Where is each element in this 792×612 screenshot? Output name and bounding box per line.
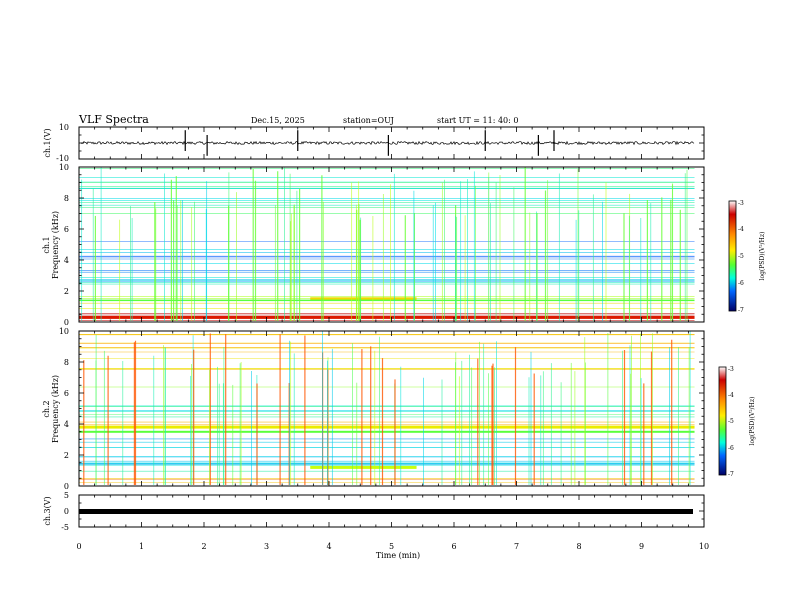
ch2-spec-ytick-10: 10 [59, 327, 69, 336]
ch1-spec-ylabel-freq: Frequency (kHz) [51, 211, 60, 279]
ch1-ylabel: ch.1(V) [43, 128, 52, 157]
ch1-spec-ytick-2: 2 [64, 287, 69, 296]
ch2-spec-ytick-0: 0 [64, 482, 69, 491]
ch1-spectrogram-image [79, 167, 704, 322]
figure-title: VLF Spectra [78, 113, 149, 126]
signal-band [79, 315, 695, 319]
no-data-area [694, 331, 704, 486]
ch1-spectrogram-panel: ch.1 Frequency (kHz) 0 2 4 6 8 10 [42, 163, 705, 327]
ch2-spec-ytick-6: 6 [64, 389, 69, 398]
ch3-ylabel: ch.3(V) [43, 496, 52, 525]
ch3-ytick-mid: 0 [64, 507, 69, 516]
ch1-waveform-panel: ch.1(V) 10 -10 [43, 123, 705, 163]
ch2-spec-ytick-8: 8 [64, 358, 69, 367]
date-label: Dec.15, 2025 [251, 116, 305, 125]
signal-band [79, 430, 695, 433]
signal-band [79, 425, 695, 429]
ch1-spec-ytick-4: 4 [64, 256, 69, 265]
ch1-spec-ytick-6: 6 [64, 225, 69, 234]
station-label: station=OUJ [343, 116, 394, 125]
ch2-spec-ylabel-freq: Frequency (kHz) [51, 375, 60, 443]
ch3-trace [79, 509, 693, 514]
start-time-label: start UT = 11: 40: 0 [437, 116, 518, 125]
ch2-spec-ytick-4: 4 [64, 420, 69, 429]
ch2-spec-ylabel-channel: ch.2 [42, 400, 51, 417]
ch2-spec-frame [78, 330, 705, 487]
ch1-spec-ytick-8: 8 [64, 194, 69, 203]
ch2-spectrogram-image [79, 331, 704, 486]
ch1-spec-ytick-10: 10 [59, 163, 69, 172]
axis-ticks [78, 126, 705, 528]
ch2-spec-ytick-2: 2 [64, 451, 69, 460]
ch1-trace [80, 140, 695, 146]
signal-band [310, 465, 417, 469]
signal-band [79, 299, 695, 302]
signal-band [310, 297, 417, 301]
ch3-ytick-bottom: -5 [61, 523, 69, 532]
no-data-area [694, 167, 704, 322]
ch3-ytick-top: 5 [64, 491, 69, 500]
ch3-waveform-panel: ch.3(V) 5 0 -5 [43, 491, 705, 532]
ch1-spec-ytick-0: 0 [64, 318, 69, 327]
ch1-ytick-bottom: -10 [56, 154, 69, 163]
ch1-ytick-top: 10 [59, 123, 69, 132]
ch1-spec-ylabel-channel: ch.1 [42, 236, 51, 253]
ch2-spectrogram-panel: ch.2 Frequency (kHz) 0 2 4 6 8 10 [42, 327, 705, 491]
